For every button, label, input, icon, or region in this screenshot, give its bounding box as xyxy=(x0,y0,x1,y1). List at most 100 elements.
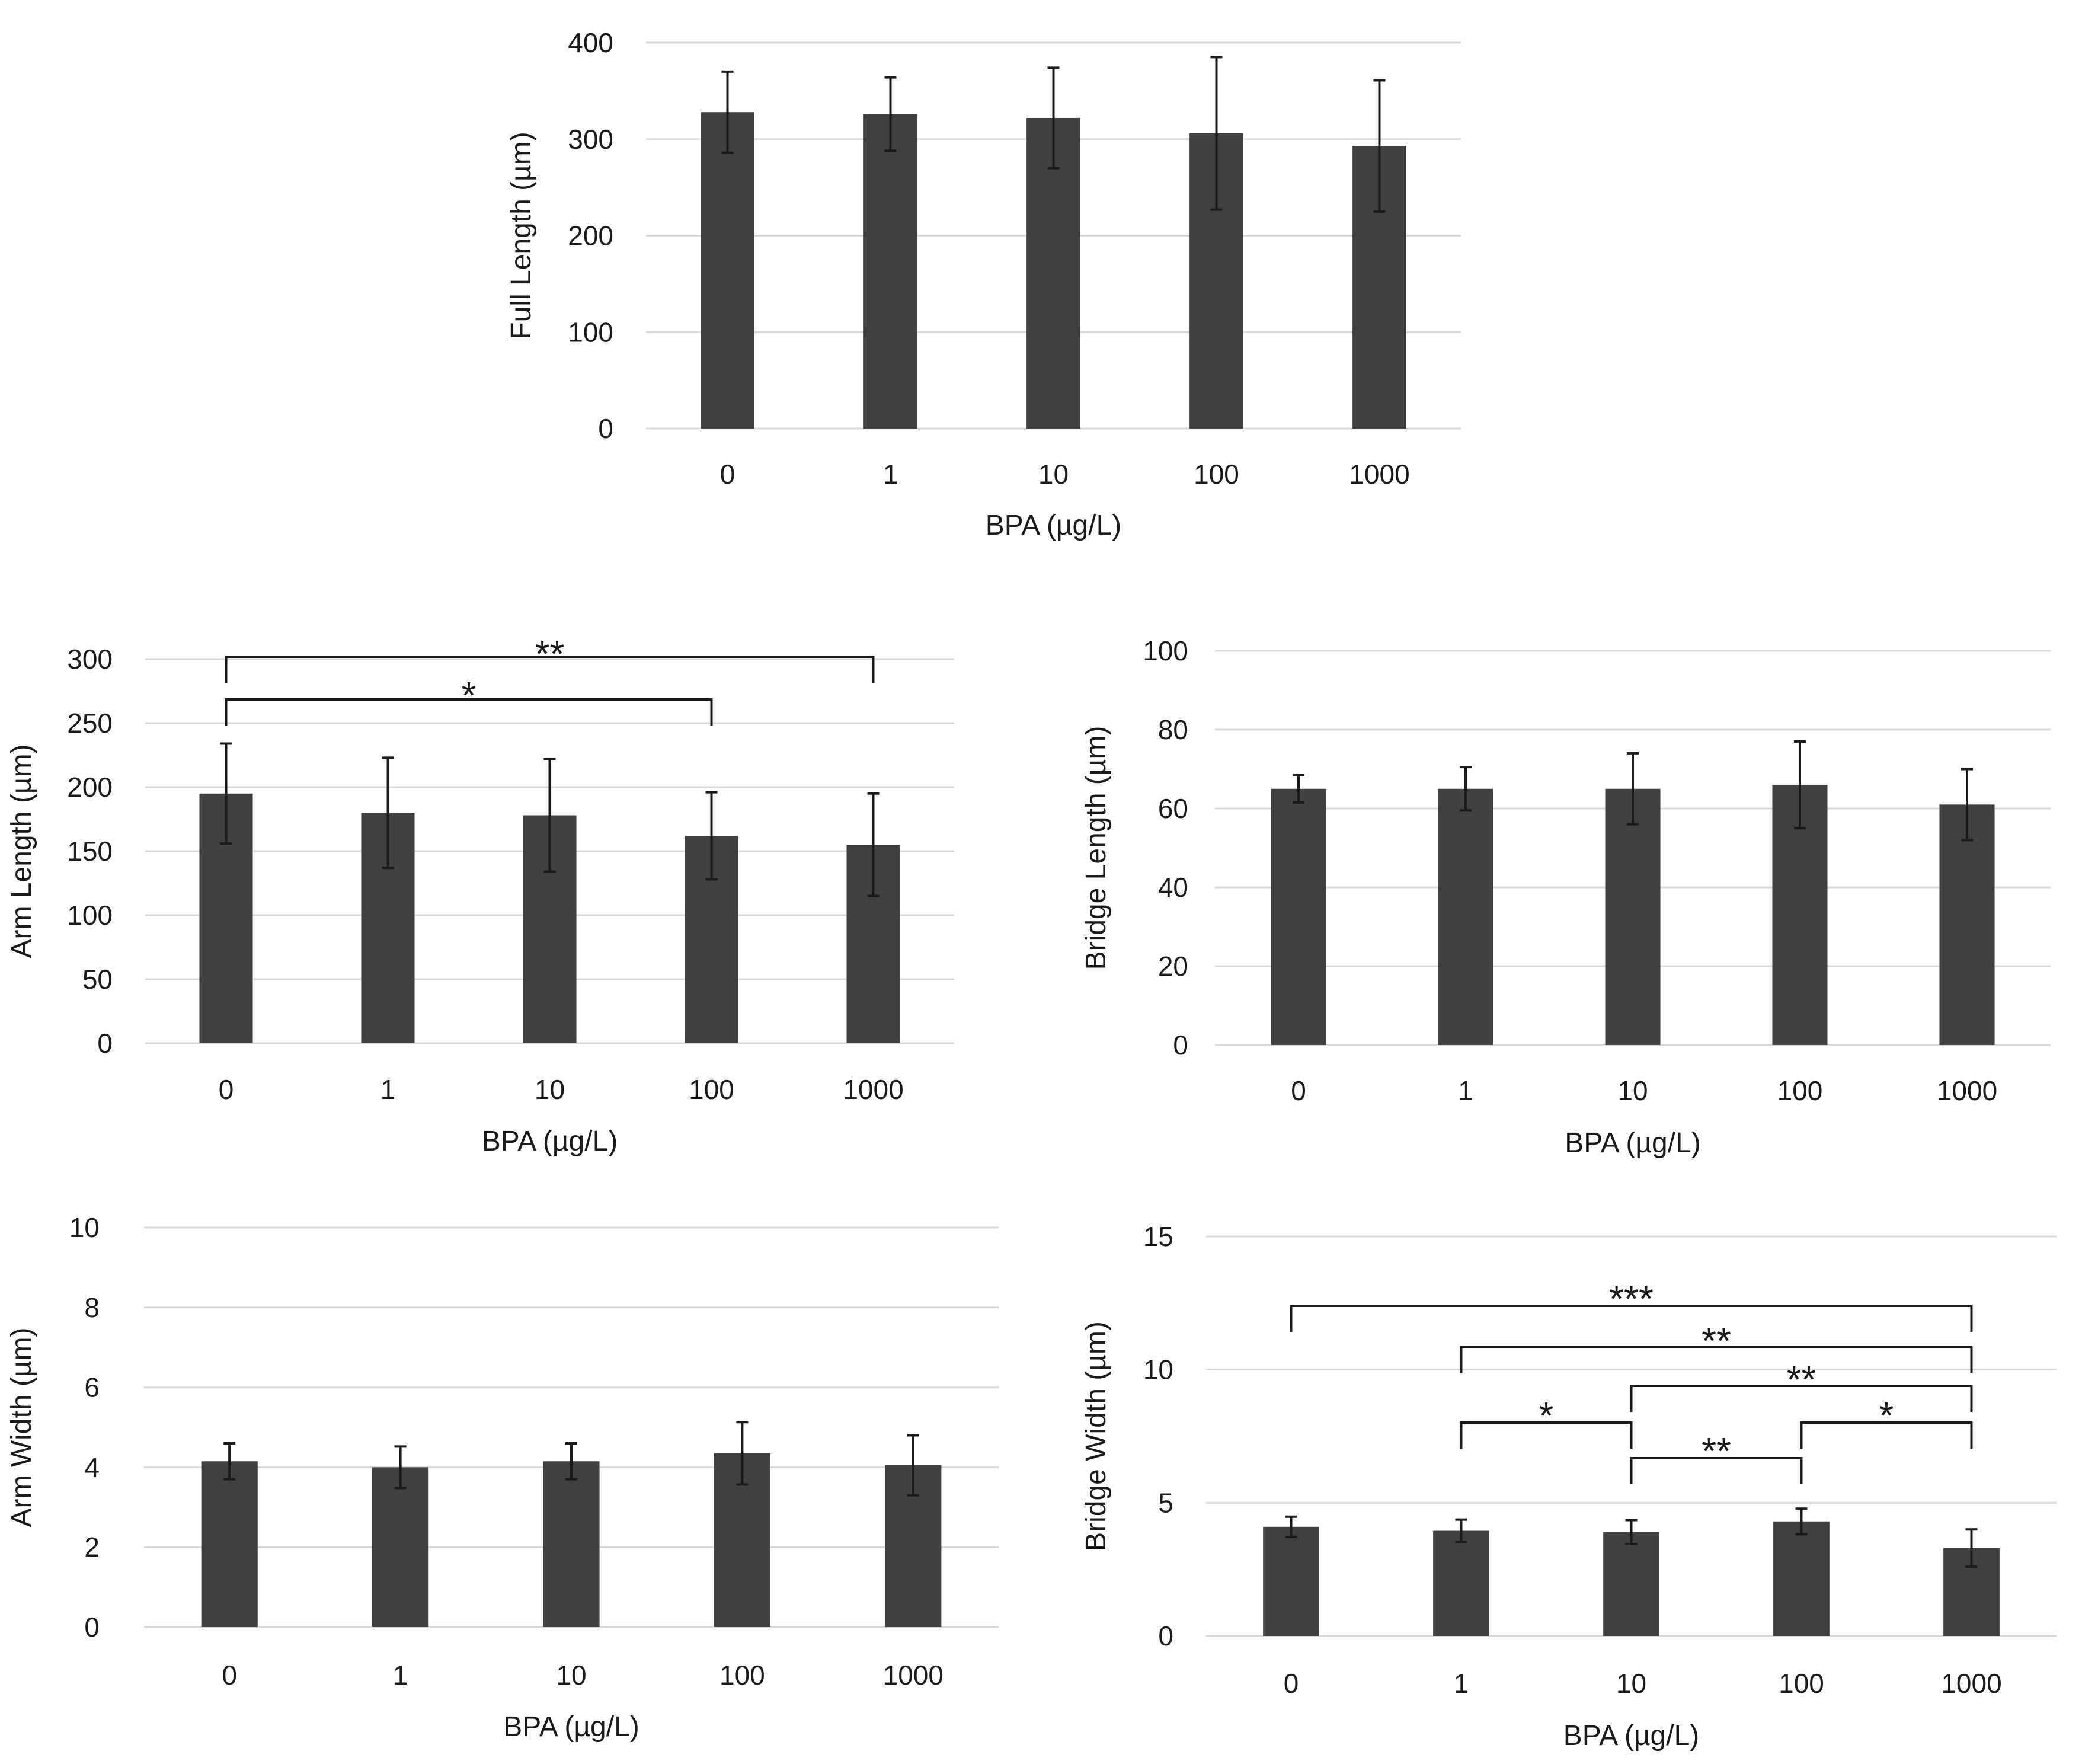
y-axis-title: Arm Width (µm) xyxy=(6,1328,37,1527)
x-tick-label: 10 xyxy=(1616,1668,1646,1699)
error-bar xyxy=(1455,1518,1467,1544)
error-bar xyxy=(1961,768,1973,842)
x-axis-title: BPA (µg/L) xyxy=(503,1711,639,1743)
x-tick-label: 100 xyxy=(719,1660,765,1690)
x-axis-title: BPA (µg/L) xyxy=(482,1126,618,1157)
significance-bracket: * xyxy=(225,674,713,726)
y-tick-label: 10 xyxy=(69,1212,100,1243)
significance-label: ** xyxy=(1702,1430,1731,1472)
x-tick-label: 100 xyxy=(1194,459,1239,490)
error-bar xyxy=(1794,740,1806,830)
x-tick-label: 1000 xyxy=(1937,1075,1997,1106)
y-tick-label: 50 xyxy=(82,964,113,995)
x-tick-label: 0 xyxy=(720,459,735,490)
y-tick-label: 0 xyxy=(1173,1030,1188,1060)
bar xyxy=(1271,788,1326,1045)
significance-bracket: * xyxy=(1800,1394,1973,1449)
x-tick-label: 100 xyxy=(1777,1075,1823,1106)
x-tick-label: 1000 xyxy=(1349,459,1409,490)
y-tick-label: 0 xyxy=(598,413,613,444)
bracket-line xyxy=(1290,1305,1973,1332)
y-tick-label: 100 xyxy=(568,317,613,347)
bracket-line xyxy=(1630,1385,1973,1412)
y-tick-label: 250 xyxy=(67,708,113,739)
x-tick-label: 1 xyxy=(883,459,898,490)
bar xyxy=(1433,1530,1489,1636)
significance-label: ** xyxy=(535,632,565,675)
y-tick-label: 60 xyxy=(1158,793,1188,824)
y-tick-label: 6 xyxy=(84,1372,100,1403)
significance-bracket: *** xyxy=(1290,1277,1973,1332)
x-tick-label: 1000 xyxy=(1941,1668,2001,1699)
y-tick-label: 0 xyxy=(1158,1621,1173,1651)
error-bar xyxy=(1627,752,1639,826)
error-bar xyxy=(565,1442,577,1481)
x-tick-label: 10 xyxy=(1617,1075,1648,1106)
y-tick-label: 300 xyxy=(67,644,113,675)
significance-label: ** xyxy=(1702,1319,1731,1362)
error-bar xyxy=(1965,1528,1978,1568)
y-axis-title: Arm Length (µm) xyxy=(6,744,37,958)
bar xyxy=(1773,1521,1830,1636)
error-bar xyxy=(1293,774,1304,804)
y-tick-label: 100 xyxy=(1143,635,1188,666)
error-bar xyxy=(1285,1515,1297,1538)
x-tick-label: 10 xyxy=(1038,459,1069,490)
y-tick-label: 0 xyxy=(84,1612,100,1642)
x-tick-label: 1 xyxy=(393,1660,408,1690)
bar xyxy=(701,112,754,429)
x-tick-label: 1 xyxy=(1454,1668,1469,1699)
error-bar xyxy=(721,70,734,154)
significance-bracket: ** xyxy=(1460,1319,1973,1373)
error-bar xyxy=(1047,66,1060,170)
y-axis-title: Full Length (µm) xyxy=(506,132,537,339)
significance-label: * xyxy=(462,674,476,717)
x-tick-label: 0 xyxy=(1284,1668,1299,1699)
y-tick-label: 150 xyxy=(67,836,113,867)
x-tick-label: 0 xyxy=(1291,1075,1306,1106)
error-bar xyxy=(543,758,556,873)
y-tick-label: 200 xyxy=(568,220,613,251)
x-tick-label: 1000 xyxy=(883,1660,944,1690)
bar xyxy=(372,1467,429,1627)
y-tick-label: 4 xyxy=(84,1452,100,1482)
y-tick-label: 200 xyxy=(67,772,113,803)
error-bar xyxy=(884,76,897,152)
error-bar xyxy=(1373,79,1386,213)
error-bar xyxy=(394,1445,407,1490)
y-tick-label: 100 xyxy=(67,900,113,931)
significance-bracket: ** xyxy=(225,632,875,683)
x-tick-label: 10 xyxy=(535,1074,565,1105)
bar xyxy=(1605,788,1661,1045)
y-axis-title: Bridge Width (µm) xyxy=(1080,1321,1112,1551)
error-bar xyxy=(736,1421,749,1486)
x-tick-label: 1 xyxy=(380,1074,396,1105)
bar xyxy=(201,1461,258,1627)
x-tick-label: 0 xyxy=(222,1660,237,1690)
bar xyxy=(1026,117,1080,429)
x-axis-title: BPA (µg/L) xyxy=(1565,1127,1701,1159)
significance-label: * xyxy=(1879,1394,1894,1437)
error-bar xyxy=(1210,56,1223,211)
y-tick-label: 10 xyxy=(1143,1354,1173,1385)
significance-label: ** xyxy=(1787,1358,1816,1401)
x-tick-label: 10 xyxy=(556,1660,586,1690)
error-bar xyxy=(907,1434,919,1497)
error-bar xyxy=(220,742,232,845)
x-tick-label: 100 xyxy=(1779,1668,1824,1699)
bracket-line xyxy=(1630,1457,1803,1484)
x-tick-label: 1000 xyxy=(843,1074,903,1105)
x-tick-label: 1 xyxy=(1458,1075,1473,1106)
significance-bracket: * xyxy=(1460,1394,1633,1449)
bracket-line xyxy=(1800,1421,1973,1449)
x-tick-label: 0 xyxy=(219,1074,234,1105)
bar xyxy=(1603,1532,1659,1636)
bracket-line xyxy=(1460,1421,1633,1449)
error-bar xyxy=(223,1442,236,1481)
x-tick-label: 100 xyxy=(689,1074,734,1105)
bracket-line xyxy=(1460,1346,1973,1373)
y-tick-label: 5 xyxy=(1158,1487,1173,1518)
y-tick-label: 2 xyxy=(84,1532,100,1562)
y-tick-label: 400 xyxy=(568,27,613,58)
